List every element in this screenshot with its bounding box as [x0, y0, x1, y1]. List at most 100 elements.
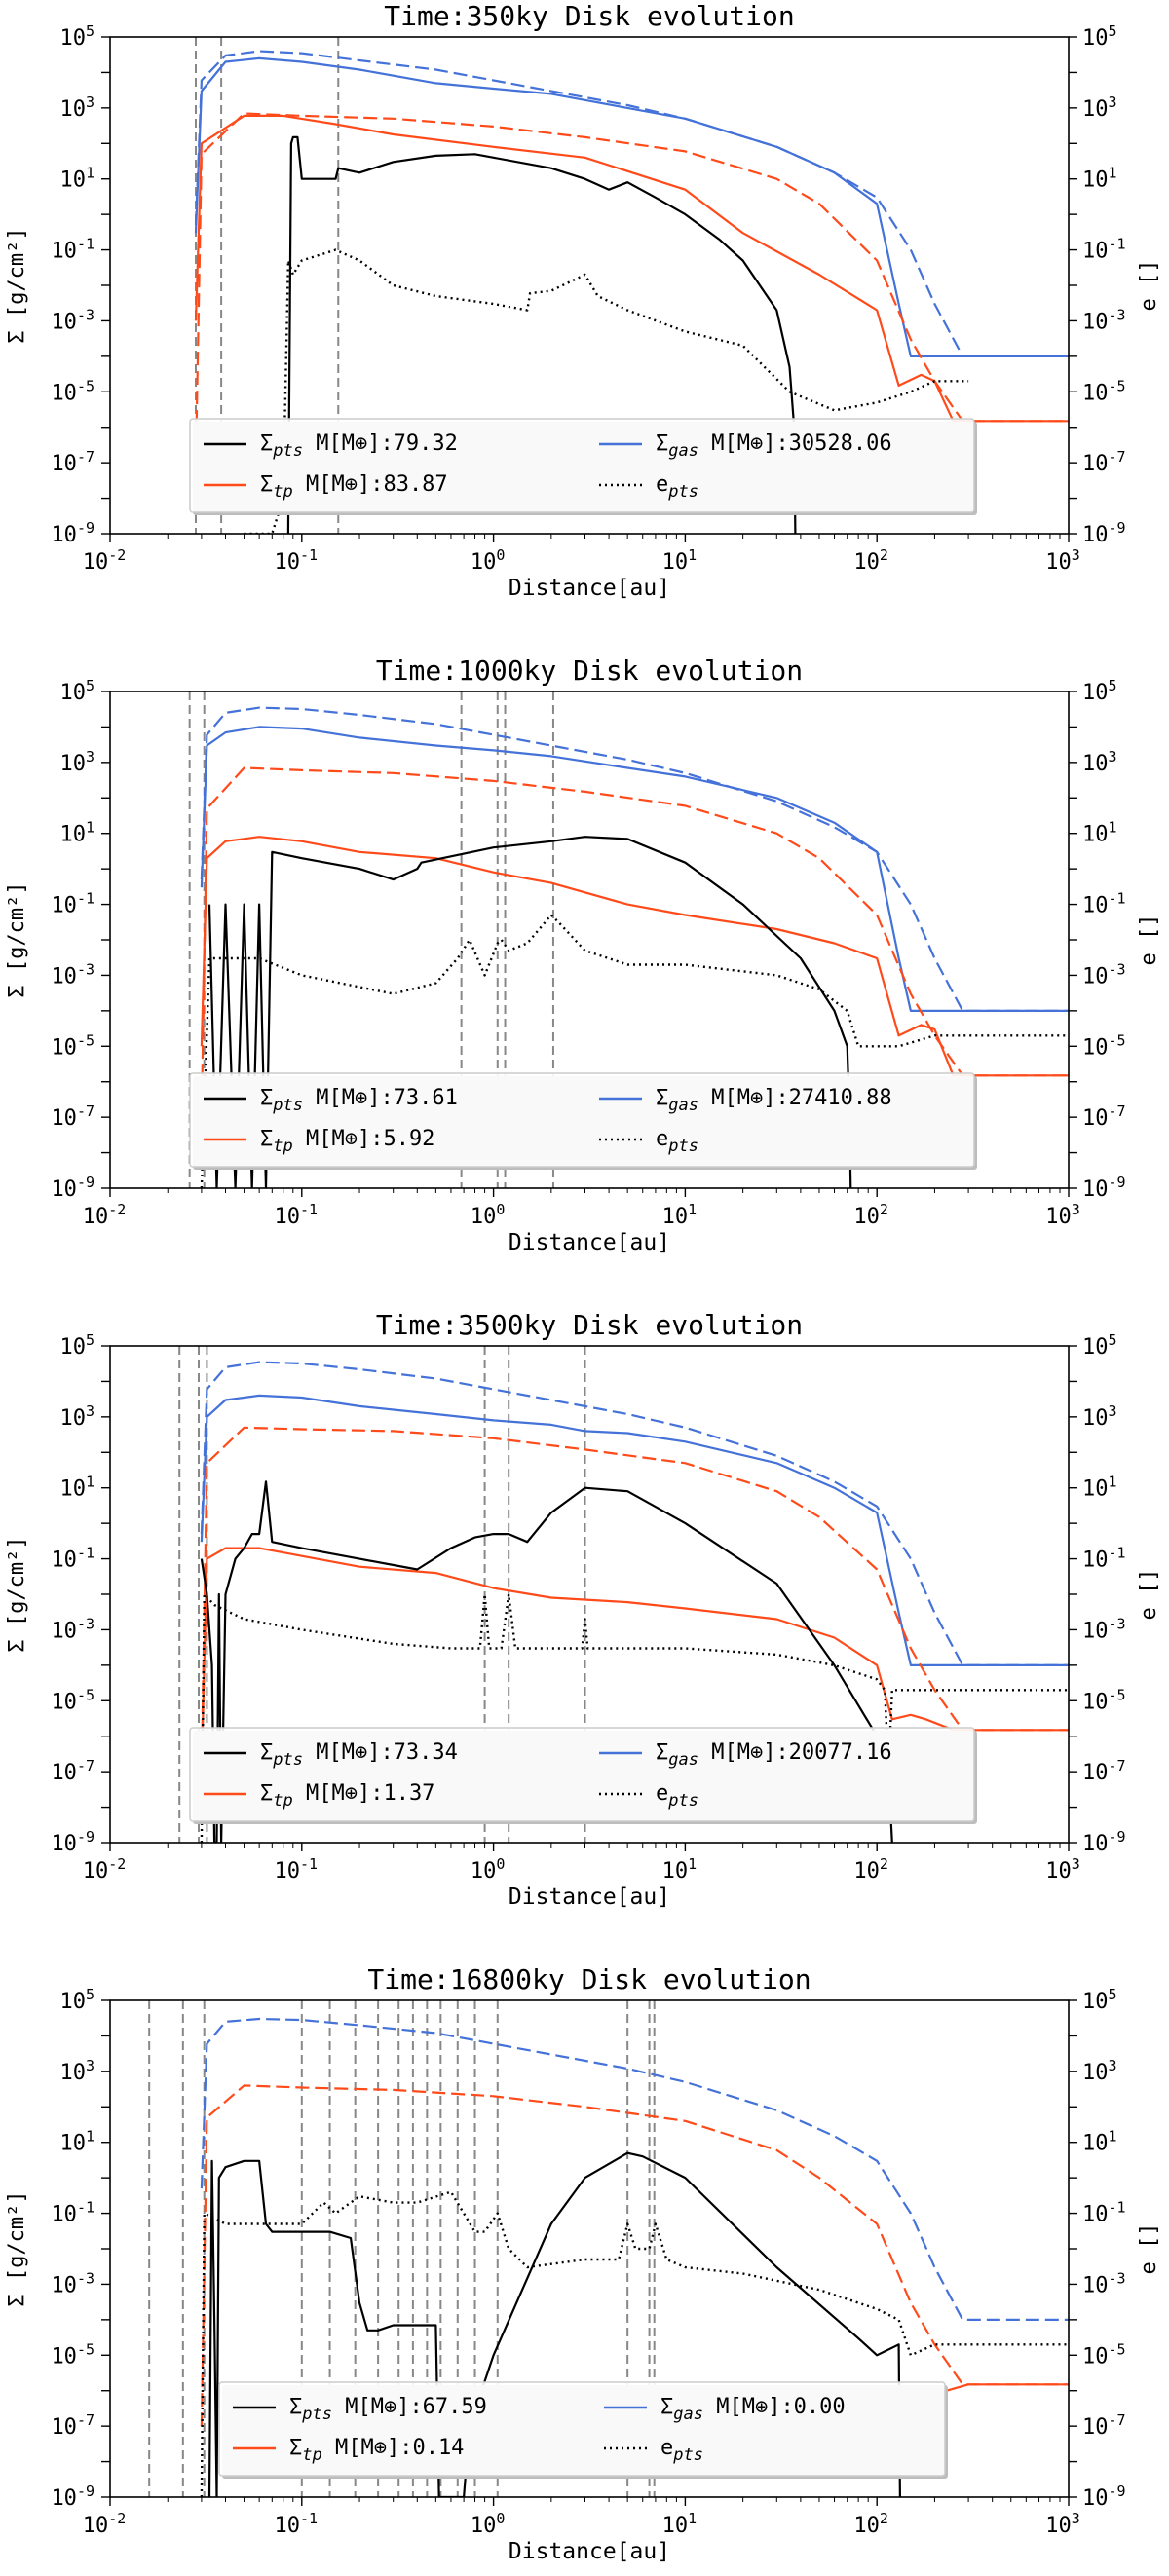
series-group	[200, 706, 1069, 1188]
x-tick-label: 100	[471, 2510, 506, 2538]
x-tick-label: 10-2	[83, 2510, 127, 2538]
series-tp_solid	[200, 1547, 1069, 1773]
chart-title: Time:16800ky Disk evolution	[367, 1963, 811, 1996]
series-pts	[200, 1480, 893, 1843]
legend-label-tp: Σtp M[M⊕]:5.92	[260, 1127, 434, 1156]
series-gas_dashed	[200, 2017, 1069, 2321]
x-tick-label: 102	[853, 1201, 888, 1229]
y-tick-label-left: 103	[59, 748, 94, 776]
x-tick-label: 10-2	[83, 1855, 127, 1884]
series-gas_solid	[194, 56, 1069, 357]
y-tick-label-left: 10-5	[51, 1686, 94, 1714]
y-tick-label-left: 10-7	[51, 2411, 94, 2440]
y-tick-label-left: 10-3	[51, 1615, 94, 1643]
x-tick-label: 103	[1045, 546, 1080, 575]
x-tick-label: 103	[1045, 1855, 1080, 1884]
chart-panel-2: Time:1000ky Disk evolution 10-2 10-1 100 101…	[5, 654, 1161, 1255]
y-tick-label-left: 105	[59, 1331, 94, 1360]
y-axis-label: Σ [g/cm²]	[5, 1536, 29, 1652]
series-gas_solid	[200, 726, 1069, 1013]
legend: Σpts M[M⊕]:67.59 Σtp M[M⊕]:0.14 Σgas M[M⊕]…	[218, 2381, 948, 2479]
x-axis-label: Distance[au]	[509, 1230, 670, 1255]
legend-label-tp: Σtp M[M⊕]:0.14	[289, 2436, 464, 2465]
legend: Σpts M[M⊕]:73.34 Σtp M[M⊕]:1.37 Σgas M[M⊕]…	[189, 1727, 977, 1824]
y-tick-label-right: 10-3	[1082, 306, 1126, 334]
x-tick-label: 101	[662, 1855, 698, 1884]
y2-axis-label: e []	[1137, 260, 1161, 312]
legend-label-gas: Σgas M[M⊕]:27410.88	[656, 1086, 892, 1115]
chart-title: Time:350ky Disk evolution	[384, 0, 794, 32]
legend-label-pts: Σpts M[M⊕]:73.61	[260, 1086, 458, 1115]
x-tick-label: 10-1	[275, 546, 319, 575]
y-tick-label-right: 101	[1082, 165, 1117, 193]
y-tick-label-right: 103	[1082, 2057, 1117, 2085]
y-tick-label-left: 10-3	[51, 306, 94, 334]
y-tick-label-right: 10-9	[1082, 1174, 1126, 1202]
y-tick-label-right: 10-9	[1082, 519, 1126, 547]
y-tick-label-left: 101	[59, 2128, 94, 2156]
y-tick-label-left: 10-7	[51, 1102, 94, 1131]
series-tp_dashed	[200, 766, 1069, 1118]
y-tick-label-left: 10-5	[51, 377, 94, 405]
series-pts	[207, 2151, 901, 2497]
y-axis-label: Σ [g/cm²]	[5, 227, 29, 343]
y-tick-label-right: 10-1	[1082, 2199, 1126, 2227]
series-tp_dashed	[194, 112, 1069, 464]
y-tick-label-right: 10-7	[1082, 2411, 1126, 2440]
series-e	[200, 2190, 1069, 2497]
x-tick-label: 103	[1045, 1201, 1080, 1229]
legend-box	[189, 418, 975, 513]
y-tick-label-left: 101	[59, 819, 94, 847]
y-tick-label-left: 10-9	[51, 1828, 94, 1856]
y2-axis-label: e []	[1137, 915, 1161, 966]
y-tick-label-right: 101	[1082, 1474, 1117, 1502]
x-tick-label: 10-2	[83, 1201, 127, 1229]
y-tick-label-right: 10-5	[1082, 1031, 1126, 1060]
y-tick-label-right: 103	[1082, 748, 1117, 776]
y-tick-label-left: 10-9	[51, 1174, 94, 1202]
y-tick-label-right: 10-5	[1082, 2340, 1126, 2369]
y-tick-label-left: 10-1	[51, 1545, 94, 1573]
y-tick-label-left: 10-5	[51, 1031, 94, 1060]
y-axis-label: Σ [g/cm²]	[5, 881, 29, 997]
y-tick-label-left: 10-1	[51, 2199, 94, 2227]
y-tick-label-right: 10-3	[1082, 1615, 1126, 1643]
legend-label-tp: Σtp M[M⊕]:83.87	[260, 472, 448, 502]
series-pts	[207, 836, 852, 1188]
y-tick-label-right: 105	[1082, 22, 1117, 51]
legend-label-e: epts	[656, 1127, 698, 1156]
x-tick-label: 102	[853, 1855, 888, 1884]
series-pts	[286, 135, 797, 534]
x-tick-label: 10-1	[275, 1855, 319, 1884]
x-tick-label: 101	[662, 1201, 698, 1229]
y-tick-label-right: 10-3	[1082, 960, 1126, 989]
legend-label-e: epts	[660, 2436, 703, 2465]
y-tick-label-right: 105	[1082, 1986, 1117, 2014]
series-tp_dashed	[200, 2084, 1069, 2427]
legend-box	[218, 2381, 946, 2477]
series-group	[194, 50, 1069, 534]
y-tick-label-right: 10-7	[1082, 1102, 1126, 1131]
series-gas_dashed	[200, 1361, 1069, 1667]
y-tick-label-left: 10-1	[51, 890, 94, 918]
y-tick-label-right: 105	[1082, 677, 1117, 705]
y-tick-label-left: 101	[59, 165, 94, 193]
y-tick-label-right: 105	[1082, 1331, 1117, 1360]
legend: Σpts M[M⊕]:79.32 Σtp M[M⊕]:83.87 Σgas M[M⊕…	[189, 418, 977, 515]
legend-label-pts: Σpts M[M⊕]:79.32	[260, 431, 458, 461]
x-tick-label: 103	[1045, 2510, 1080, 2538]
y-tick-label-right: 10-9	[1082, 2483, 1126, 2511]
x-axis-label: Distance[au]	[509, 576, 670, 601]
y-tick-label-right: 10-1	[1082, 236, 1126, 264]
y-tick-label-left: 10-7	[51, 1757, 94, 1785]
y-tick-label-left: 105	[59, 1986, 94, 2014]
legend-label-tp: Σtp M[M⊕]:1.37	[260, 1781, 434, 1811]
y-tick-label-left: 10-3	[51, 960, 94, 989]
y2-axis-label: e []	[1137, 2223, 1161, 2275]
y-tick-label-right: 101	[1082, 819, 1117, 847]
y-tick-label-right: 103	[1082, 93, 1117, 122]
x-tick-label: 102	[853, 2510, 888, 2538]
x-tick-label: 101	[662, 546, 698, 575]
legend: Σpts M[M⊕]:73.61 Σtp M[M⊕]:5.92 Σgas M[M⊕]…	[189, 1072, 977, 1170]
